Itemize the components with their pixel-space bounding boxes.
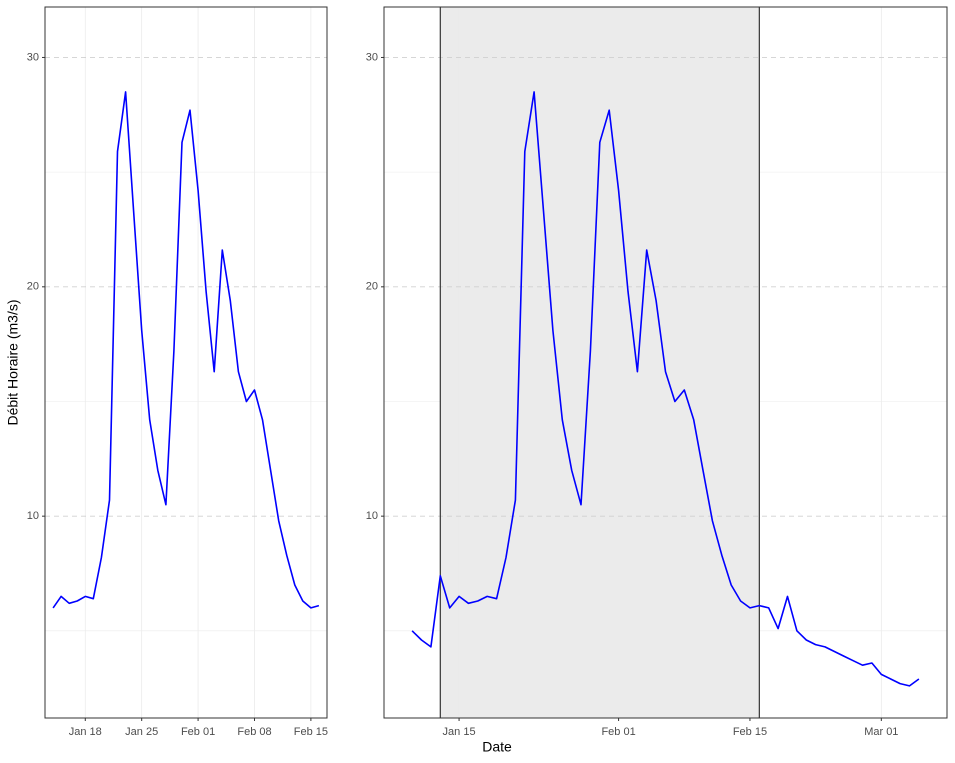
y-tick-label: 10 [366, 510, 378, 522]
x-tick-label: Feb 15 [294, 726, 328, 738]
x-tick-label: Mar 01 [864, 726, 898, 738]
x-tick-label: Feb 01 [181, 726, 215, 738]
data-line [411, 91, 920, 687]
y-tick-label: 10 [27, 510, 39, 522]
y-axis-label: Débit Horaire (m3/s) [5, 299, 21, 425]
plot-background [45, 7, 327, 718]
y-tick-label: 30 [366, 51, 378, 63]
x-tick-label: Jan 15 [443, 726, 476, 738]
plot-border [383, 6, 948, 719]
data-line [52, 91, 320, 609]
x-tick-label: Jan 25 [125, 726, 158, 738]
x-axis-label: Date [482, 739, 512, 755]
y-tick-label: 30 [27, 51, 39, 63]
x-tick-label: Feb 15 [733, 726, 767, 738]
y-tick-label: 20 [366, 281, 378, 293]
x-tick-label: Feb 01 [601, 726, 635, 738]
highlight-band [440, 7, 760, 718]
y-tick-label: 20 [27, 281, 39, 293]
x-tick-label: Jan 18 [69, 726, 102, 738]
plot-border [44, 6, 328, 719]
x-tick-label: Feb 08 [237, 726, 271, 738]
